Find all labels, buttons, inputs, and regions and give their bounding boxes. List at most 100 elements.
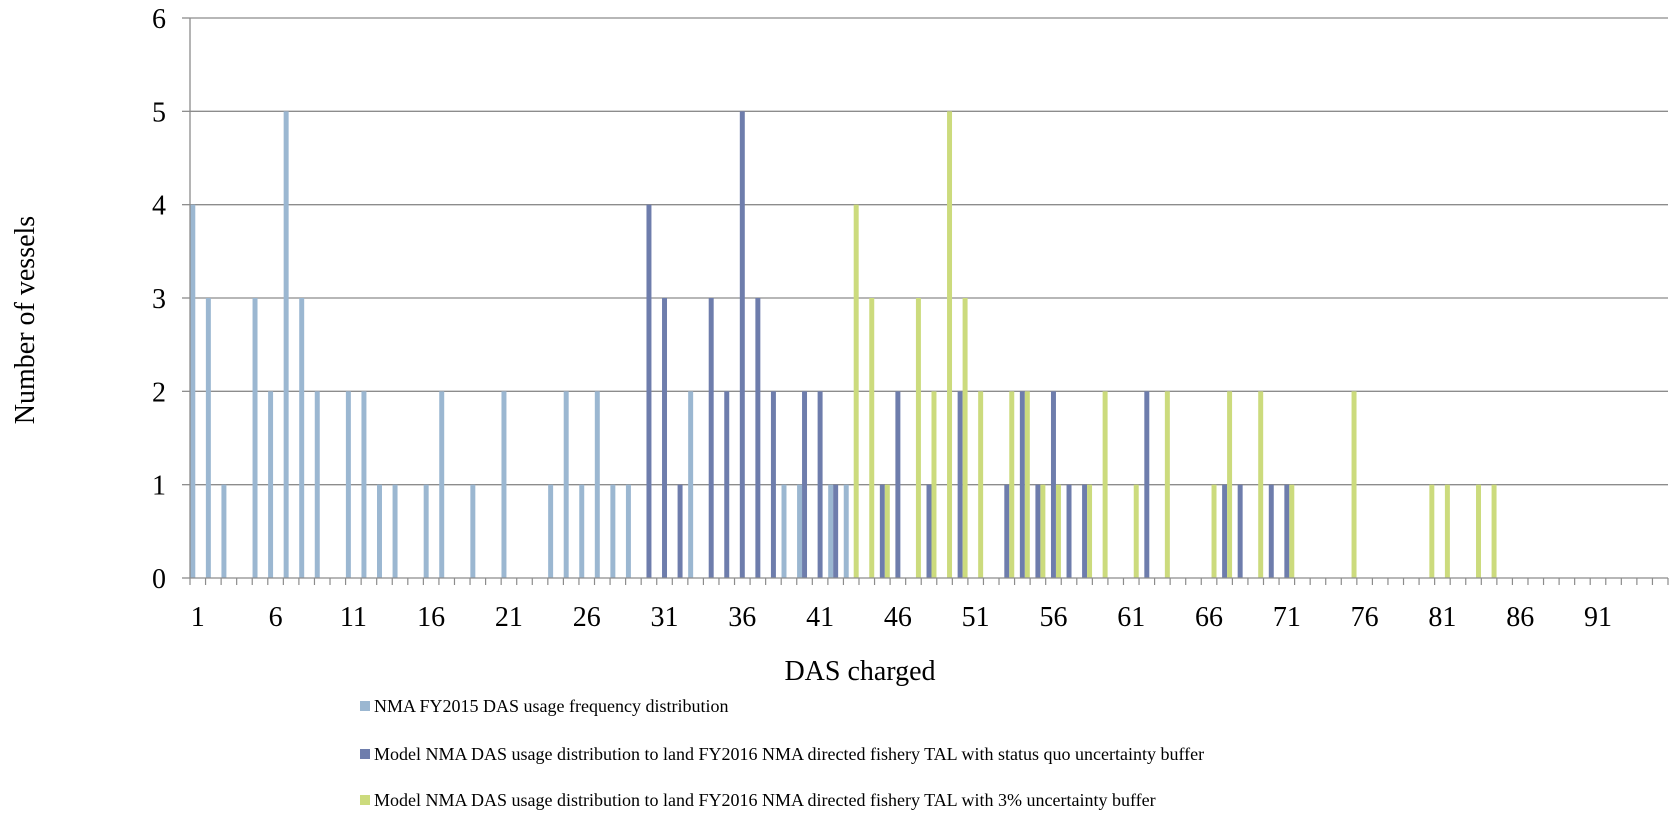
bar	[563, 391, 569, 578]
bar	[268, 391, 274, 578]
legend-swatch	[360, 701, 370, 711]
bar	[361, 391, 367, 578]
y-axis-title: Number of vessels	[10, 216, 41, 424]
bar	[1164, 391, 1170, 578]
bar	[1050, 391, 1056, 578]
bar	[1019, 391, 1025, 578]
bar	[392, 484, 398, 578]
y-tick-label: 6	[152, 4, 166, 35]
bar	[962, 298, 968, 578]
bar	[377, 484, 382, 578]
bar	[1055, 484, 1061, 578]
x-tick-label: 91	[1584, 602, 1612, 633]
bar	[884, 484, 890, 578]
x-tick-label: 16	[417, 602, 445, 633]
bar	[1082, 484, 1088, 578]
x-tick-label: 1	[191, 602, 205, 633]
bar	[915, 298, 921, 578]
x-tick-label: 36	[728, 602, 756, 633]
bar	[345, 391, 351, 578]
bar	[1491, 484, 1497, 578]
bars	[190, 111, 1497, 578]
bar	[708, 298, 714, 578]
bar	[1211, 484, 1217, 578]
legend: NMA FY2015 DAS usage frequency distribut…	[360, 696, 1204, 810]
bar	[1040, 484, 1046, 578]
y-tick-labels: 0 1 2 3 4 5 6	[152, 4, 166, 595]
bar	[610, 484, 616, 578]
x-tick-label: 61	[1117, 602, 1145, 633]
bar	[802, 391, 808, 578]
bar	[978, 391, 984, 578]
x-tick-label: 41	[806, 602, 834, 633]
legend-label: Model NMA DAS usage distribution to land…	[374, 744, 1204, 764]
x-axis-title: DAS charged	[784, 656, 935, 687]
bar	[205, 298, 211, 578]
x-tick-label: 86	[1506, 602, 1534, 633]
legend-swatch	[360, 749, 370, 759]
bar	[1284, 484, 1290, 578]
bar	[221, 484, 227, 578]
bar	[1429, 484, 1435, 578]
bar	[817, 391, 823, 578]
bar	[501, 391, 507, 578]
bar	[423, 484, 429, 578]
bar	[299, 298, 305, 578]
x-tick-label: 71	[1273, 602, 1301, 633]
x-tick-labels: 1 6 11 16 21 26 31 36 41 46 51 56 61 66 71 76 81 86 91	[191, 602, 1612, 633]
bar	[931, 391, 937, 578]
bar	[1024, 391, 1030, 578]
x-tick-label: 76	[1351, 602, 1379, 633]
gridlines	[190, 17, 1668, 486]
legend-swatch	[360, 795, 370, 805]
bar	[797, 484, 803, 578]
bar	[1087, 484, 1093, 578]
y-tick-label: 2	[152, 377, 166, 408]
bar	[895, 391, 901, 578]
bar	[739, 111, 745, 578]
bar	[1227, 391, 1233, 578]
bar	[1258, 391, 1264, 578]
bar	[1476, 484, 1481, 578]
bar	[1289, 484, 1295, 578]
x-tick-label: 51	[962, 602, 990, 633]
x-tick-label: 6	[269, 602, 283, 633]
bar	[957, 391, 963, 578]
bar	[190, 204, 196, 578]
bar	[781, 484, 787, 578]
y-tick-label: 4	[152, 191, 166, 222]
bar	[662, 298, 668, 578]
bar	[314, 391, 320, 578]
bar	[1144, 391, 1150, 578]
legend-label: Model NMA DAS usage distribution to land…	[374, 790, 1156, 810]
bar	[1004, 484, 1010, 578]
bar	[677, 484, 683, 578]
bar	[1066, 484, 1072, 578]
y-tick-label: 1	[152, 471, 166, 502]
bar	[879, 484, 885, 578]
x-tick-label: 21	[495, 602, 523, 633]
bar	[1268, 484, 1274, 578]
bar	[1102, 391, 1108, 578]
bar	[1444, 484, 1450, 578]
bar	[1351, 391, 1357, 578]
bar	[283, 111, 289, 578]
x-tick-label: 56	[1039, 602, 1067, 633]
bar	[828, 484, 834, 578]
bar	[853, 204, 859, 578]
bar	[1133, 484, 1139, 578]
x-tick-label: 11	[340, 602, 367, 633]
bar	[579, 484, 585, 578]
bar	[724, 391, 730, 578]
bar	[470, 484, 476, 578]
x-tick-label: 46	[884, 602, 912, 633]
x-tick-label: 31	[651, 602, 679, 633]
bar	[869, 298, 875, 578]
y-tick-label: 5	[152, 97, 166, 128]
bar	[755, 298, 761, 578]
y-tick-label: 3	[152, 284, 166, 315]
x-tick-label: 81	[1428, 602, 1456, 633]
bar	[646, 204, 652, 578]
bar	[1222, 484, 1228, 578]
